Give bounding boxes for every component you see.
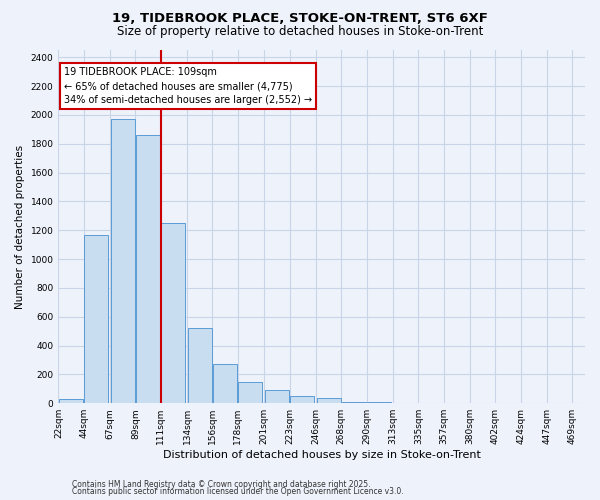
Y-axis label: Number of detached properties: Number of detached properties: [15, 144, 25, 308]
Bar: [59, 399, 83, 403]
Bar: [213, 364, 237, 403]
Text: Contains public sector information licensed under the Open Government Licence v3: Contains public sector information licen…: [72, 488, 404, 496]
Bar: [265, 390, 289, 403]
X-axis label: Distribution of detached houses by size in Stoke-on-Trent: Distribution of detached houses by size …: [163, 450, 481, 460]
Bar: [111, 119, 135, 403]
Bar: [188, 328, 212, 403]
Bar: [238, 382, 262, 403]
Bar: [290, 396, 314, 403]
Text: 19, TIDEBROOK PLACE, STOKE-ON-TRENT, ST6 6XF: 19, TIDEBROOK PLACE, STOKE-ON-TRENT, ST6…: [112, 12, 488, 26]
Bar: [136, 135, 160, 403]
Bar: [367, 402, 391, 403]
Text: Size of property relative to detached houses in Stoke-on-Trent: Size of property relative to detached ho…: [117, 25, 483, 38]
Bar: [84, 234, 109, 403]
Bar: [342, 402, 366, 403]
Text: Contains HM Land Registry data © Crown copyright and database right 2025.: Contains HM Land Registry data © Crown c…: [72, 480, 371, 489]
Text: 19 TIDEBROOK PLACE: 109sqm
← 65% of detached houses are smaller (4,775)
34% of s: 19 TIDEBROOK PLACE: 109sqm ← 65% of deta…: [64, 68, 312, 106]
Bar: [161, 223, 185, 403]
Bar: [317, 398, 341, 403]
